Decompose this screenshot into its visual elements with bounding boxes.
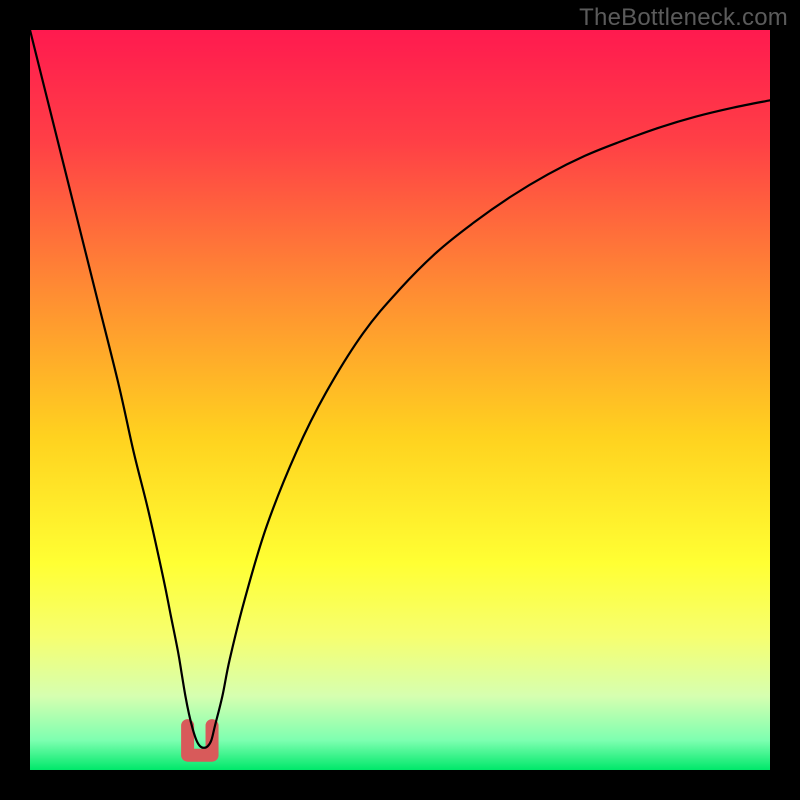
bottleneck-chart-svg xyxy=(0,0,800,800)
watermark-text: TheBottleneck.com xyxy=(579,4,788,32)
plot-background xyxy=(30,30,770,770)
chart-stage: TheBottleneck.com xyxy=(0,0,800,800)
